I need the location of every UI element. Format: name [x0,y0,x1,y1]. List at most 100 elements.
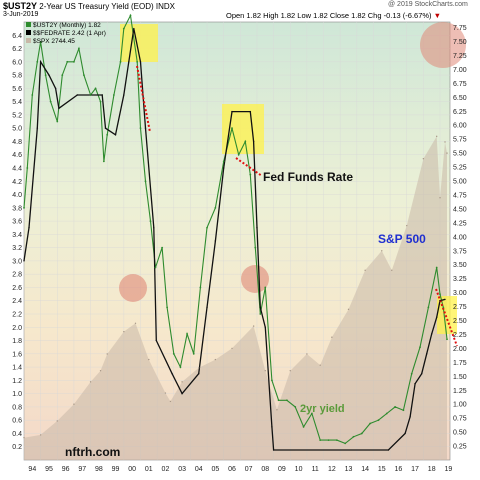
y-right-tick-label: 6.25 [453,109,467,116]
fedrate-point [128,61,130,63]
fedrate-point [414,382,416,385]
x-tick-label: 19 [444,466,452,473]
x-tick-label: 11 [312,466,319,473]
fedrate-point [23,260,25,262]
ust2y-point [179,366,182,368]
ust2y-point [161,246,164,249]
ust2y-point [144,180,147,183]
y-right-tick-label: 7.75 [453,25,467,32]
y-left-tick-label: 1.6 [12,351,22,358]
legend-item: $UST2Y (Monthly) 1.82 [26,22,106,30]
sp500-annotation: S&P 500 [378,232,426,246]
spx-point [214,358,217,361]
fedrate-point [104,127,107,129]
ust2y-point [206,226,208,229]
ust2y-point [26,167,29,169]
ust2y-point [360,432,363,435]
x-tick-label: 04 [195,466,203,473]
spx-point [319,364,321,366]
highlight-circle [241,265,269,293]
x-tick-label: 08 [261,466,269,473]
fedrate-point [387,449,390,451]
ust2y-point [49,100,52,103]
fedrate-point [271,426,273,428]
ust2y-point [106,133,109,136]
ust2y-line [23,13,448,445]
spx-point [276,409,278,411]
fedrate-point [144,127,147,129]
ust2y-point [277,399,280,402]
spx-point [331,336,333,338]
y-right-tick-label: 6.50 [453,95,467,102]
x-tick-label: 96 [62,466,70,473]
spx-point [406,224,408,227]
ust2y-point [231,127,233,130]
y-left-tick-label: 4.8 [12,139,22,146]
y-left-tick-label: 2.2 [12,312,22,319]
fedrate-point [58,107,60,109]
y-left-tick-label: 3.4 [12,232,22,239]
ust2y-point [244,140,247,143]
ust2y-point [166,306,169,309]
y-right-tick-label: 2.25 [453,332,467,339]
y-left-tick-label: 6.2 [12,46,22,53]
spx-point [252,325,255,327]
y-right-tick-label: 1.00 [453,402,467,409]
fedrate-point [114,134,117,136]
legend-label: $$FEDRATE 2.42 (1 Apr) [33,30,106,37]
ust2y-point [442,306,445,309]
fedrate-point [48,74,50,76]
exchange: INDX [155,2,176,11]
ust2y-point [102,160,105,163]
fedrate-point [272,449,275,451]
y-right-tick-label: 5.25 [453,165,467,172]
fedrate-point [259,306,261,309]
fedrate-point [198,373,200,375]
fedrate-point [139,61,142,63]
fedrate-point [171,373,173,375]
ust2y-point [122,27,125,30]
ust2y-point [136,60,139,63]
spx-point [198,367,200,369]
y-left-tick-label: 5.4 [12,99,22,106]
spx-point [148,358,150,361]
fedrate-point [54,87,57,90]
fedrate-point [231,110,233,113]
ust2y-point [199,286,202,289]
spx-point [381,250,383,252]
fedrate-point [155,339,157,342]
y-right-tick-label: 3.75 [453,248,467,255]
y-left-ticks: 6.4 6.2 6.0 5.8 5.6 5.4 5.2 5.0 4.8 4.6 4.4 4.2 4.0 3… [12,33,22,451]
y-right-tick-label: 2.00 [453,346,467,353]
spx-point [435,135,438,138]
spx-point [264,370,266,372]
ust2y-point [286,399,288,402]
ust2y-point [385,412,388,415]
ust2y-point [214,206,217,209]
y-left-tick-label: 5.2 [12,112,22,119]
fedrate-point [264,326,266,328]
spx-point [56,420,58,422]
legend-swatch [26,30,31,35]
ust2y-point [294,406,297,408]
ust2y-point [39,41,42,43]
x-tick-label: 06 [228,466,236,473]
fedrate-point [409,416,411,418]
x-tick-label: 10 [295,466,303,473]
fedrate-point [249,110,252,113]
ust2y-point [410,372,413,375]
spx-point [123,330,125,333]
y-left-tick-label: 4.6 [12,152,22,159]
y-right-tick-label: 1.75 [453,360,467,367]
brand-annotation: nftrh.com [65,445,120,459]
chart-date: 3-Jun-2019 [3,11,39,18]
legend-item: $SPX 2744.45 [26,38,106,46]
y-right-tick-label: 7.00 [453,67,467,74]
fedrate-point [439,300,441,302]
fedrate-point [133,27,135,30]
y-left-tick-label: 5.6 [12,86,22,93]
fedrate-point [28,227,30,229]
ust2y-point [377,419,380,422]
y-left-tick-label: 2.4 [12,298,22,305]
